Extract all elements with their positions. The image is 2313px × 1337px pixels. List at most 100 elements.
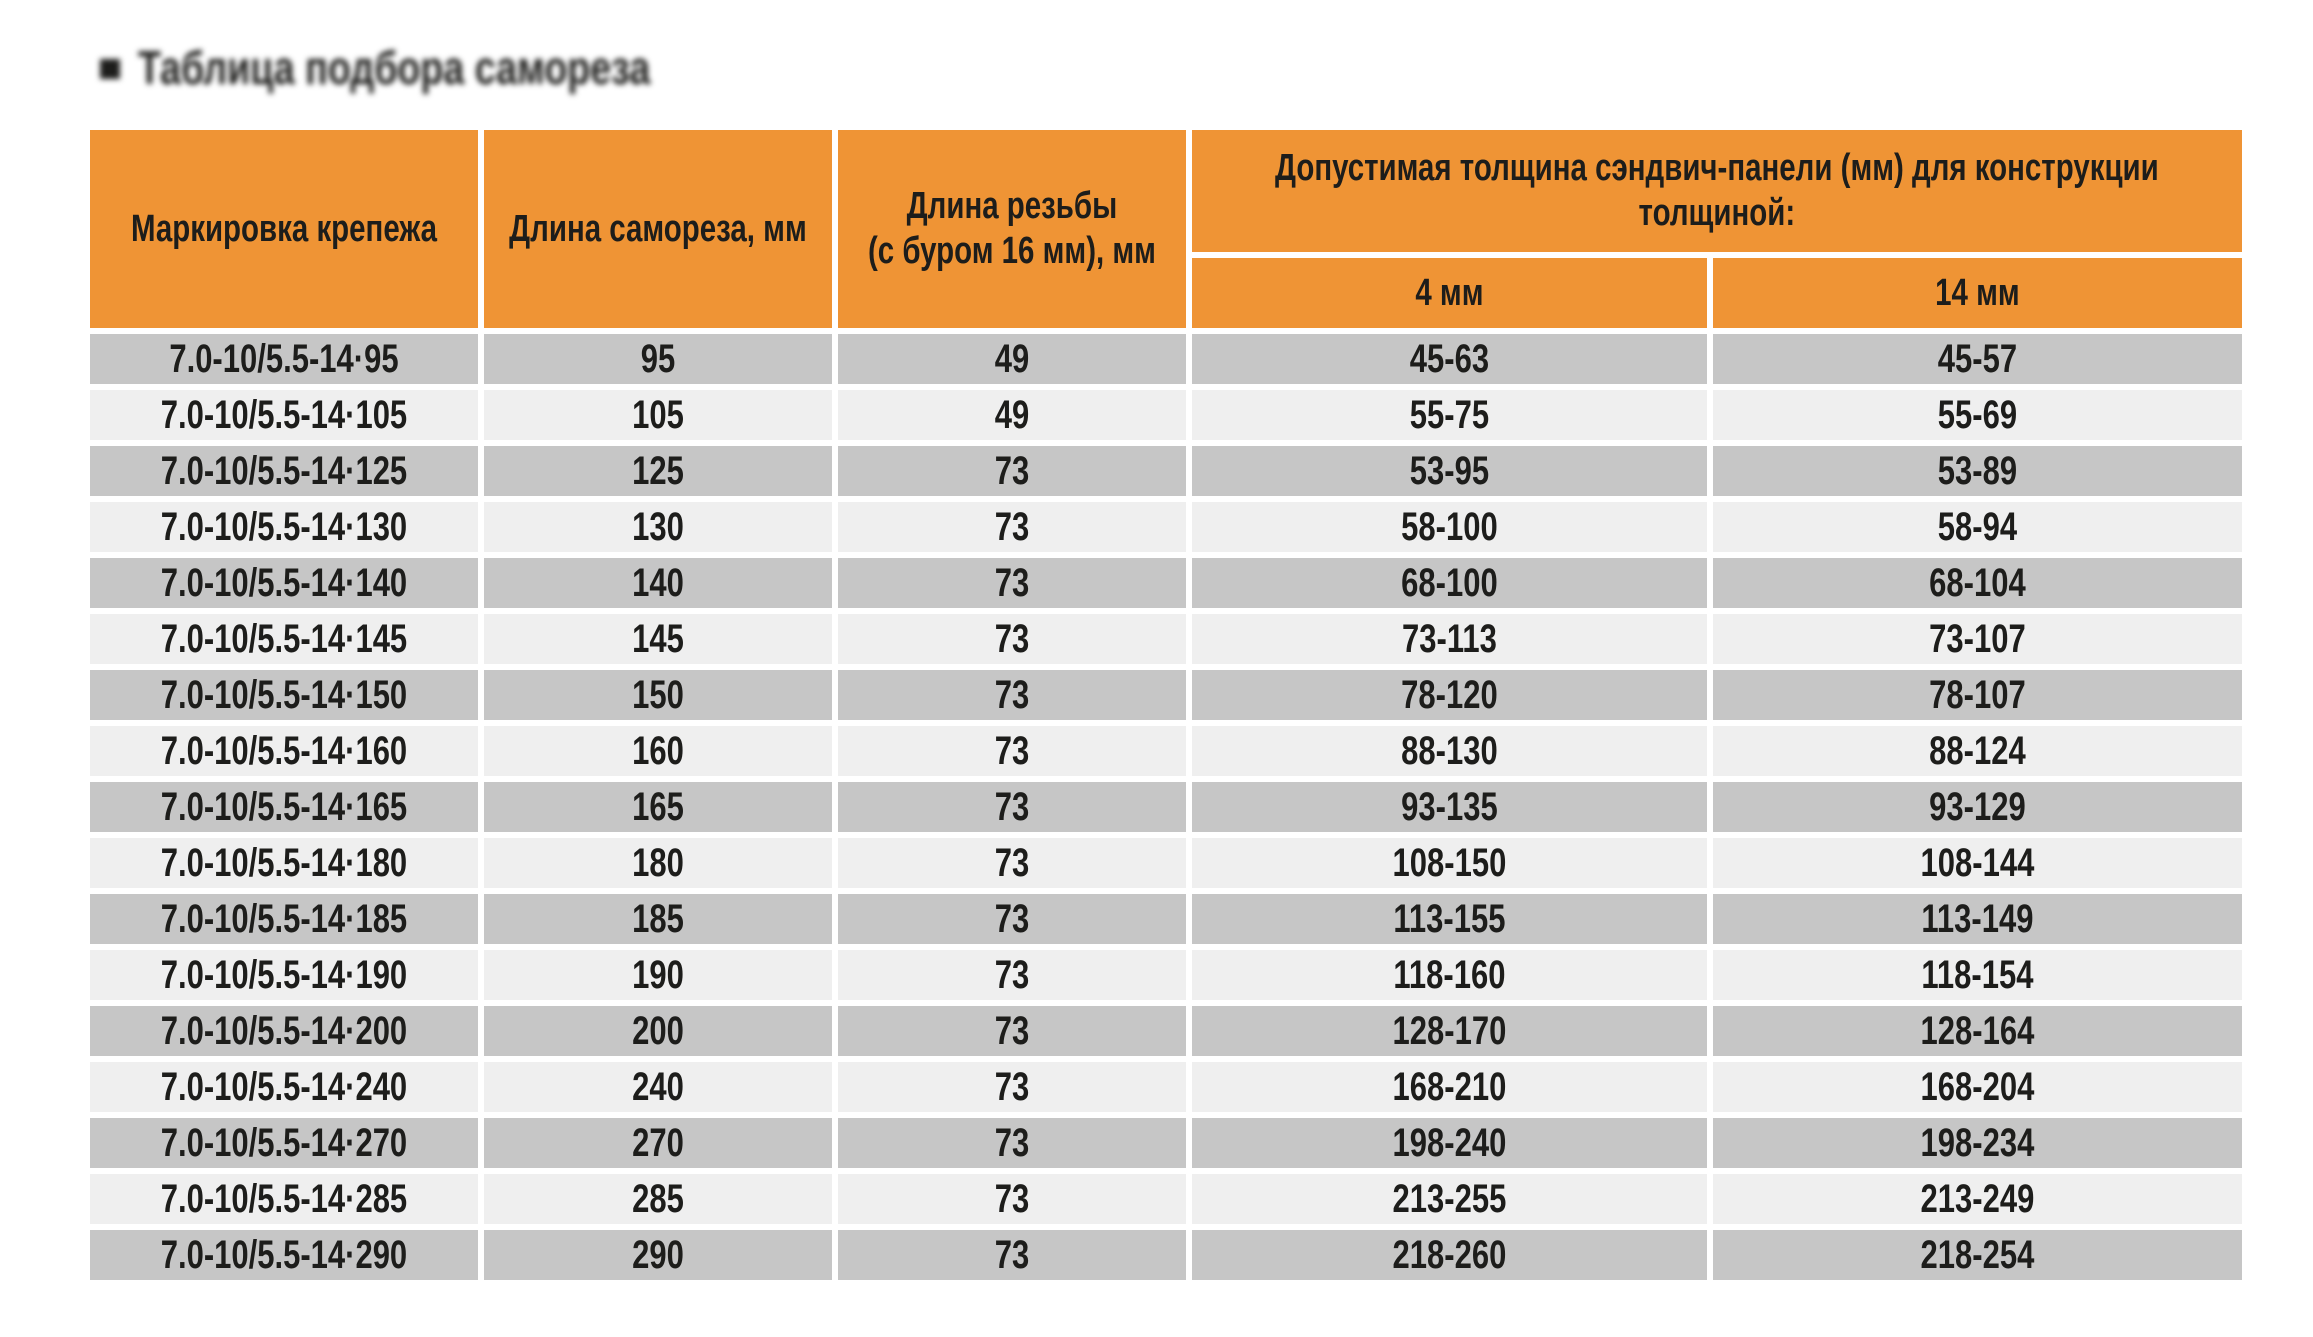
column-subheader-4mm: 4 мм bbox=[1192, 258, 1707, 328]
table-cell: 180 bbox=[484, 838, 832, 888]
table-cell: 93-129 bbox=[1713, 782, 2243, 832]
table-row: 7.0-10/5.5-14·270 270 73 198-240 198-234 bbox=[90, 1118, 2243, 1168]
table-cell: 68-104 bbox=[1713, 558, 2243, 608]
table-cell: 73 bbox=[838, 502, 1186, 552]
table-cell: 73 bbox=[838, 614, 1186, 664]
table-row: 7.0-10/5.5-14·185 185 73 113-155 113-149 bbox=[90, 894, 2243, 944]
table-cell: 118-160 bbox=[1192, 950, 1707, 1000]
table-cell: 7.0-10/5.5-14·270 bbox=[90, 1118, 478, 1168]
table-row: 7.0-10/5.5-14·125 125 73 53-95 53-89 bbox=[90, 446, 2243, 496]
screw-selection-table: Маркировка крепежа Длина самореза, мм Дл… bbox=[84, 124, 2248, 1286]
table-cell: 7.0-10/5.5-14·200 bbox=[90, 1006, 478, 1056]
table-cell: 73 bbox=[838, 894, 1186, 944]
table-cell: 190 bbox=[484, 950, 832, 1000]
table-cell: 68-100 bbox=[1192, 558, 1707, 608]
table-cell: 73 bbox=[838, 1118, 1186, 1168]
table-cell: 7.0-10/5.5-14·160 bbox=[90, 726, 478, 776]
table-cell: 7.0-10/5.5-14·105 bbox=[90, 390, 478, 440]
table-cell: 218-260 bbox=[1192, 1230, 1707, 1280]
table-cell: 168-204 bbox=[1713, 1062, 2243, 1112]
table-cell: 49 bbox=[838, 390, 1186, 440]
table-cell: 78-120 bbox=[1192, 670, 1707, 720]
table-cell: 73 bbox=[838, 446, 1186, 496]
table-cell: 73 bbox=[838, 558, 1186, 608]
table-cell: 73-107 bbox=[1713, 614, 2243, 664]
column-subheader-14mm: 14 мм bbox=[1713, 258, 2243, 328]
table-cell: 73 bbox=[838, 1174, 1186, 1224]
table-row: 7.0-10/5.5-14·160 160 73 88-130 88-124 bbox=[90, 726, 2243, 776]
table-cell: 58-100 bbox=[1192, 502, 1707, 552]
table-cell: 290 bbox=[484, 1230, 832, 1280]
table-cell: 73 bbox=[838, 1062, 1186, 1112]
table-cell: 7.0-10/5.5-14·190 bbox=[90, 950, 478, 1000]
table-cell: 95 bbox=[484, 334, 832, 384]
table-cell: 49 bbox=[838, 334, 1186, 384]
table-body: 7.0-10/5.5-14·95 95 49 45-63 45-57 7.0-10/5.5… bbox=[90, 334, 2243, 1280]
table-cell: 7.0-10/5.5-14·290 bbox=[90, 1230, 478, 1280]
table-cell: 198-234 bbox=[1713, 1118, 2243, 1168]
table-cell: 7.0-10/5.5-14·145 bbox=[90, 614, 478, 664]
table-cell: 7.0-10/5.5-14·95 bbox=[90, 334, 478, 384]
table-cell: 7.0-10/5.5-14·150 bbox=[90, 670, 478, 720]
table-cell: 130 bbox=[484, 502, 832, 552]
table-cell: 113-149 bbox=[1713, 894, 2243, 944]
table-row: 7.0-10/5.5-14·180 180 73 108-150 108-144 bbox=[90, 838, 2243, 888]
table-row: 7.0-10/5.5-14·165 165 73 93-135 93-129 bbox=[90, 782, 2243, 832]
table-cell: 125 bbox=[484, 446, 832, 496]
table-row: 7.0-10/5.5-14·140 140 73 68-100 68-104 bbox=[90, 558, 2243, 608]
table-cell: 240 bbox=[484, 1062, 832, 1112]
table-cell: 7.0-10/5.5-14·285 bbox=[90, 1174, 478, 1224]
table-cell: 145 bbox=[484, 614, 832, 664]
column-group-header-panel-thickness: Допустимая толщина сэндвич-панели (мм) д… bbox=[1192, 130, 2243, 252]
column-header-thread-length: Длина резьбы (с буром 16 мм), мм bbox=[838, 130, 1186, 328]
table-cell: 45-63 bbox=[1192, 334, 1707, 384]
table-row: 7.0-10/5.5-14·200 200 73 128-170 128-164 bbox=[90, 1006, 2243, 1056]
table-row: 7.0-10/5.5-14·150 150 73 78-120 78-107 bbox=[90, 670, 2243, 720]
table-cell: 53-89 bbox=[1713, 446, 2243, 496]
table-cell: 150 bbox=[484, 670, 832, 720]
table-cell: 7.0-10/5.5-14·180 bbox=[90, 838, 478, 888]
table-row: 7.0-10/5.5-14·95 95 49 45-63 45-57 bbox=[90, 334, 2243, 384]
table-row: 7.0-10/5.5-14·240 240 73 168-210 168-204 bbox=[90, 1062, 2243, 1112]
table-cell: 213-255 bbox=[1192, 1174, 1707, 1224]
table-cell: 200 bbox=[484, 1006, 832, 1056]
table-cell: 45-57 bbox=[1713, 334, 2243, 384]
column-header-screw-length: Длина самореза, мм bbox=[484, 130, 832, 328]
table-cell: 7.0-10/5.5-14·240 bbox=[90, 1062, 478, 1112]
table-cell: 73 bbox=[838, 950, 1186, 1000]
table-cell: 7.0-10/5.5-14·140 bbox=[90, 558, 478, 608]
table-cell: 168-210 bbox=[1192, 1062, 1707, 1112]
table-cell: 7.0-10/5.5-14·125 bbox=[90, 446, 478, 496]
table-cell: 53-95 bbox=[1192, 446, 1707, 496]
table-row: 7.0-10/5.5-14·290 290 73 218-260 218-254 bbox=[90, 1230, 2243, 1280]
table-cell: 198-240 bbox=[1192, 1118, 1707, 1168]
table-cell: 160 bbox=[484, 726, 832, 776]
table-cell: 93-135 bbox=[1192, 782, 1707, 832]
table-cell: 113-155 bbox=[1192, 894, 1707, 944]
table-row: 7.0-10/5.5-14·190 190 73 118-160 118-154 bbox=[90, 950, 2243, 1000]
table-header: Маркировка крепежа Длина самореза, мм Дл… bbox=[90, 130, 2243, 328]
table-cell: 7.0-10/5.5-14·185 bbox=[90, 894, 478, 944]
table-cell: 128-170 bbox=[1192, 1006, 1707, 1056]
table-cell: 118-154 bbox=[1713, 950, 2243, 1000]
table-cell: 105 bbox=[484, 390, 832, 440]
table-row: 7.0-10/5.5-14·145 145 73 73-113 73-107 bbox=[90, 614, 2243, 664]
title-bullet-icon bbox=[100, 58, 120, 79]
table-cell: 128-164 bbox=[1713, 1006, 2243, 1056]
table-cell: 7.0-10/5.5-14·130 bbox=[90, 502, 478, 552]
table-cell: 73 bbox=[838, 1006, 1186, 1056]
page-title-text: Таблица подбора самореза bbox=[138, 41, 651, 94]
table-row: 7.0-10/5.5-14·130 130 73 58-100 58-94 bbox=[90, 502, 2243, 552]
table-cell: 55-69 bbox=[1713, 390, 2243, 440]
table-cell: 73 bbox=[838, 670, 1186, 720]
column-header-marking: Маркировка крепежа bbox=[90, 130, 478, 328]
page-title: Таблица подбора самореза bbox=[100, 40, 778, 95]
table-cell: 73-113 bbox=[1192, 614, 1707, 664]
table-cell: 108-150 bbox=[1192, 838, 1707, 888]
table-cell: 88-124 bbox=[1713, 726, 2243, 776]
table-cell: 213-249 bbox=[1713, 1174, 2243, 1224]
table-cell: 270 bbox=[484, 1118, 832, 1168]
table-cell: 185 bbox=[484, 894, 832, 944]
table-cell: 140 bbox=[484, 558, 832, 608]
